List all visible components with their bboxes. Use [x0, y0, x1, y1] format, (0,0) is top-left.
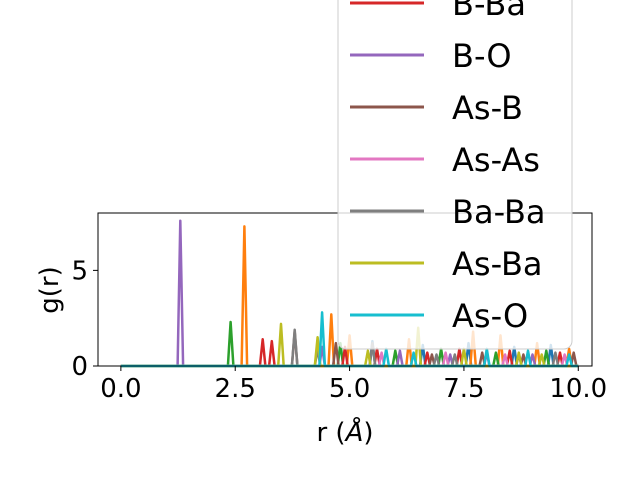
x-tick-label: 0.0 [100, 374, 141, 404]
legend-label-b-o: B-O [452, 37, 512, 75]
x-axis-ticks: 0.0 2.5 5.0 7.5 10.0 [100, 366, 607, 404]
x-tick-label: 7.5 [443, 374, 484, 404]
legend-label-b-ba: B-Ba [452, 0, 526, 23]
x-axis-label: r (Å) [316, 416, 373, 448]
legend-label-as-as: As-As [452, 141, 540, 179]
x-tick-label: 5.0 [329, 374, 370, 404]
x-tick-label: 2.5 [215, 374, 256, 404]
y-axis-ticks: 05 [71, 256, 98, 382]
y-axis-label: g(r) [35, 266, 65, 313]
y-tick-label: 5 [71, 256, 88, 286]
legend-label-ba-ba: Ba-Ba [452, 193, 546, 231]
legend-label-as-b: As-B [452, 89, 523, 127]
legend: B-Ba B-O As-B As-As Ba-Ba As-Ba As-O [337, 0, 573, 350]
x-tick-label: 10.0 [549, 374, 607, 404]
legend-label-as-ba: As-Ba [452, 245, 543, 283]
legend-label-as-o: As-O [452, 297, 528, 335]
y-tick-label: 0 [71, 352, 88, 382]
